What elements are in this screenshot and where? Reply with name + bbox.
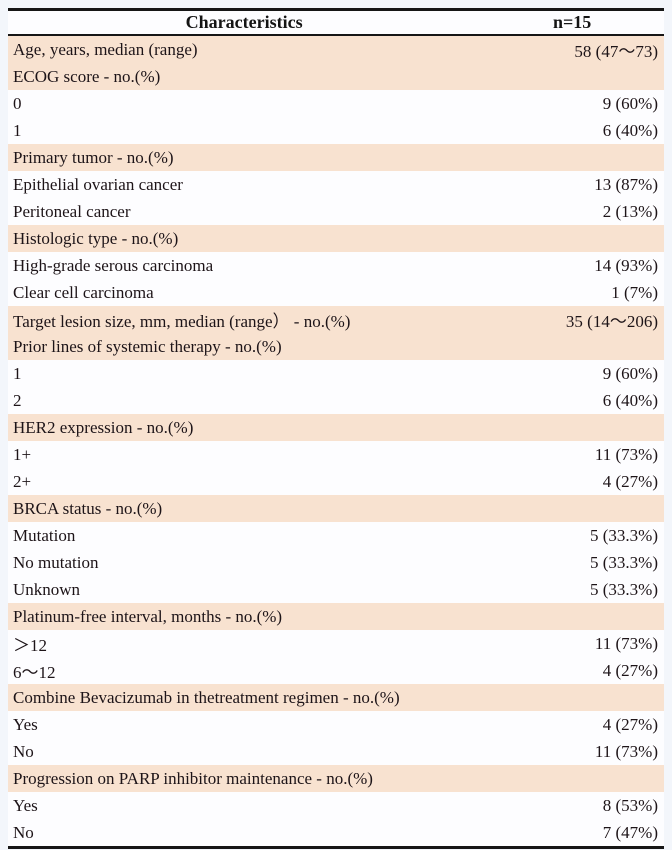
row-value: 11 (73%) xyxy=(480,630,664,657)
row-value: 14 (93%) xyxy=(480,252,664,279)
row-label: 1 xyxy=(8,360,481,387)
table-row: HER2 expression - no.(%) xyxy=(8,414,664,441)
row-value: 7 (47%) xyxy=(480,819,664,848)
row-value: 5 (33.3%) xyxy=(480,549,664,576)
row-value xyxy=(480,144,664,171)
row-label: 1+ xyxy=(8,441,481,468)
row-label: Platinum-free interval, months - no.(%) xyxy=(8,603,481,630)
row-value: 11 (73%) xyxy=(480,441,664,468)
row-value: 2 (13%) xyxy=(480,198,664,225)
table-row: 2+ 4 (27%) xyxy=(8,468,664,495)
table-row: Peritoneal cancer 2 (13%) xyxy=(8,198,664,225)
row-label: Unknown xyxy=(8,576,481,603)
row-label: Yes xyxy=(8,792,481,819)
row-label: Age, years, median (range) xyxy=(8,35,481,63)
row-label: 2 xyxy=(8,387,481,414)
row-value: 5 (33.3%) xyxy=(480,522,664,549)
table-row: Clear cell carcinoma 1 (7%) xyxy=(8,279,664,306)
row-label: Primary tumor - no.(%) xyxy=(8,144,481,171)
table-row: Platinum-free interval, months - no.(%) xyxy=(8,603,664,630)
row-value: 6 (40%) xyxy=(480,117,664,144)
row-value xyxy=(480,63,664,90)
table-row: 1+ 11 (73%) xyxy=(8,441,664,468)
table-row: Prior lines of systemic therapy - no.(%) xyxy=(8,333,664,360)
row-label: 2+ xyxy=(8,468,481,495)
table-row: Unknown 5 (33.3%) xyxy=(8,576,664,603)
table-row: Yes 4 (27%) xyxy=(8,711,664,738)
row-value: 5 (33.3%) xyxy=(480,576,664,603)
table-row: ＞12 11 (73%) xyxy=(8,630,664,657)
row-value xyxy=(480,414,664,441)
row-value: 11 (73%) xyxy=(480,738,664,765)
row-label: No mutation xyxy=(8,549,481,576)
table-row: High-grade serous carcinoma 14 (93%) xyxy=(8,252,664,279)
row-label: 6～12 xyxy=(8,657,481,684)
row-label: Histologic type - no.(%) xyxy=(8,225,481,252)
table-row: Primary tumor - no.(%) xyxy=(8,144,664,171)
table-row: 6～12 4 (27%) xyxy=(8,657,664,684)
patient-characteristics-table: Characteristics n=15 Age, years, median … xyxy=(8,8,664,849)
table-row: Age, years, median (range) 58 (47～73) xyxy=(8,35,664,63)
table-row: Combine Bevacizumab in thetreatment regi… xyxy=(8,684,664,711)
row-label: ECOG score - no.(%) xyxy=(8,63,481,90)
header-n: n=15 xyxy=(480,9,664,36)
table-header: Characteristics n=15 xyxy=(8,9,664,36)
table-row: No mutation 5 (33.3%) xyxy=(8,549,664,576)
row-value: 4 (27%) xyxy=(480,657,664,684)
row-value: 4 (27%) xyxy=(480,711,664,738)
table-row: BRCA status - no.(%) xyxy=(8,495,664,522)
table-row: No 7 (47%) xyxy=(8,819,664,848)
row-value xyxy=(480,495,664,522)
header-row: Characteristics n=15 xyxy=(8,9,664,36)
row-label: BRCA status - no.(%) xyxy=(8,495,481,522)
table-row: Yes 8 (53%) xyxy=(8,792,664,819)
table-body: Age, years, median (range) 58 (47～73) ECOG… xyxy=(8,35,664,848)
row-label: Mutation xyxy=(8,522,481,549)
row-value xyxy=(480,684,664,711)
row-label: Target lesion size, mm, median (range） -… xyxy=(8,306,481,333)
row-value: 6 (40%) xyxy=(480,387,664,414)
row-label: Yes xyxy=(8,711,481,738)
table-row: Epithelial ovarian cancer 13 (87%) xyxy=(8,171,664,198)
row-value: 13 (87%) xyxy=(480,171,664,198)
row-value: 4 (27%) xyxy=(480,468,664,495)
table-row: Target lesion size, mm, median (range） -… xyxy=(8,306,664,333)
table-row: Histologic type - no.(%) xyxy=(8,225,664,252)
row-value xyxy=(480,225,664,252)
header-characteristics: Characteristics xyxy=(8,9,481,36)
row-label: High-grade serous carcinoma xyxy=(8,252,481,279)
row-label: Epithelial ovarian cancer xyxy=(8,171,481,198)
row-value xyxy=(480,333,664,360)
row-label: HER2 expression - no.(%) xyxy=(8,414,481,441)
row-label: 0 xyxy=(8,90,481,117)
row-label: No xyxy=(8,819,481,848)
row-label: Combine Bevacizumab in thetreatment regi… xyxy=(8,684,481,711)
row-value: 1 (7%) xyxy=(480,279,664,306)
row-value: 58 (47～73) xyxy=(480,35,664,63)
table-row: ECOG score - no.(%) xyxy=(8,63,664,90)
table-row: Mutation 5 (33.3%) xyxy=(8,522,664,549)
row-label: ＞12 xyxy=(8,630,481,657)
row-value xyxy=(480,765,664,792)
row-value xyxy=(480,603,664,630)
row-label: Clear cell carcinoma xyxy=(8,279,481,306)
row-label: Prior lines of systemic therapy - no.(%) xyxy=(8,333,481,360)
row-label: Progression on PARP inhibitor maintenanc… xyxy=(8,765,481,792)
row-label: No xyxy=(8,738,481,765)
row-value: 9 (60%) xyxy=(480,90,664,117)
table-row: Progression on PARP inhibitor maintenanc… xyxy=(8,765,664,792)
row-value: 35 (14～206) xyxy=(480,306,664,333)
table-row: No 11 (73%) xyxy=(8,738,664,765)
row-label: Peritoneal cancer xyxy=(8,198,481,225)
row-value: 8 (53%) xyxy=(480,792,664,819)
row-label: 1 xyxy=(8,117,481,144)
row-value: 9 (60%) xyxy=(480,360,664,387)
